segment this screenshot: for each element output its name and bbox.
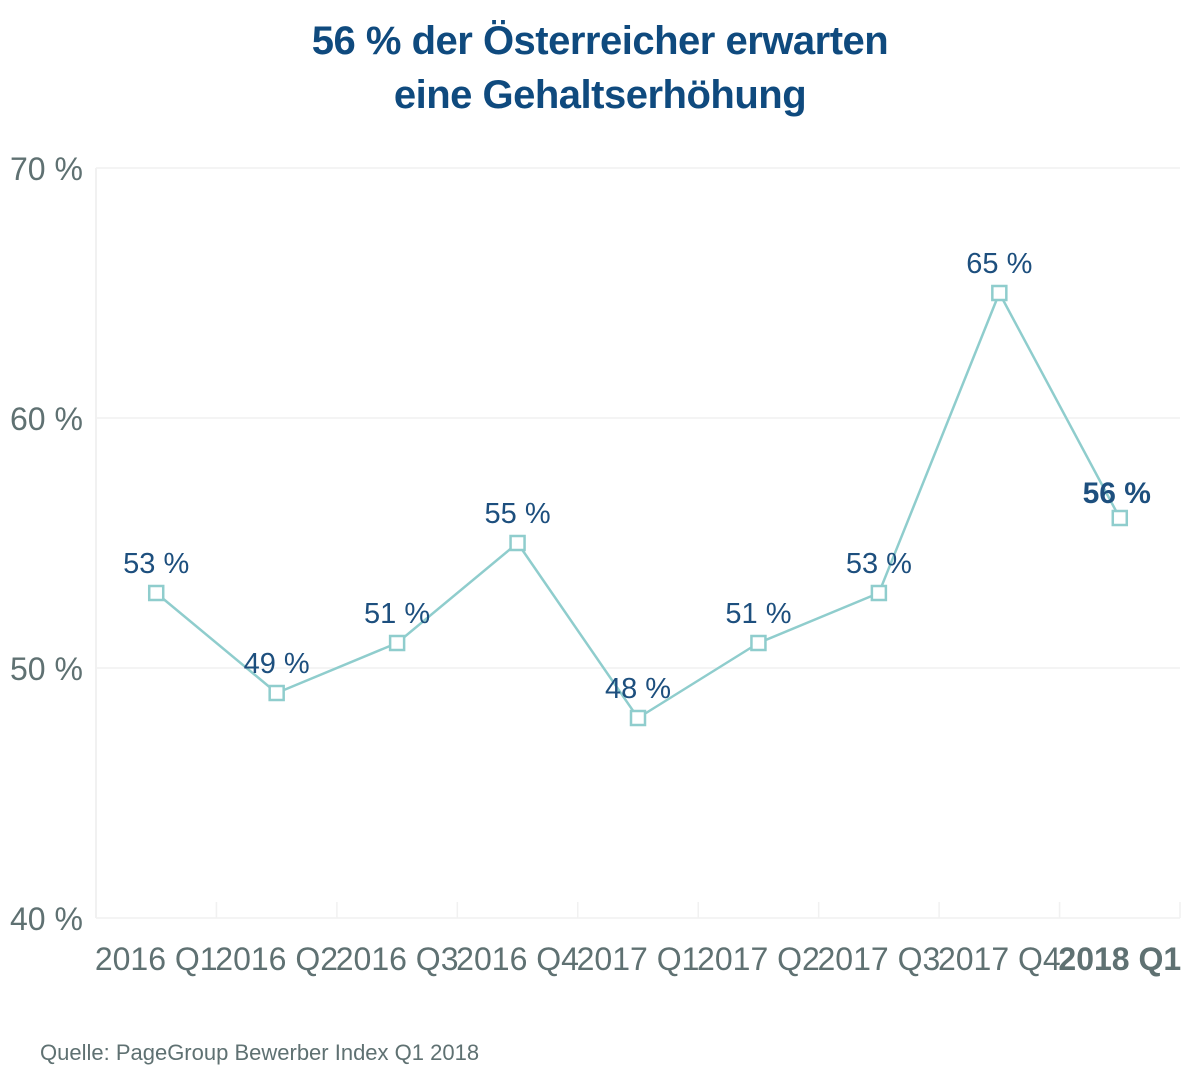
source-note: Quelle: PageGroup Bewerber Index Q1 2018 bbox=[40, 1040, 480, 1065]
data-label: 65 % bbox=[966, 248, 1032, 280]
x-tick-label: 2018 Q1 bbox=[1058, 941, 1181, 977]
x-tick-label: 2017 Q1 bbox=[577, 941, 700, 977]
chart-title: 56 % der Österreicher erwarten eine Geha… bbox=[0, 14, 1200, 122]
y-tick-label: 70 % bbox=[10, 151, 83, 187]
x-tick-label: 2016 Q1 bbox=[95, 941, 218, 977]
data-point-marker bbox=[1111, 509, 1129, 527]
data-point-marker bbox=[268, 684, 285, 702]
data-label: 51 % bbox=[725, 598, 791, 630]
x-tick-label: 2016 Q4 bbox=[456, 941, 579, 977]
data-point-marker bbox=[509, 534, 526, 552]
x-tick-label: 2017 Q3 bbox=[818, 941, 941, 977]
data-point-marker bbox=[750, 634, 767, 652]
x-tick-label: 2017 Q2 bbox=[697, 941, 820, 977]
data-point-marker bbox=[388, 634, 406, 652]
x-tick-label: 2016 Q3 bbox=[336, 941, 459, 977]
data-point-marker bbox=[870, 584, 888, 602]
data-label: 51 % bbox=[364, 598, 430, 630]
chart-title-line-1: 56 % der Österreicher erwarten bbox=[311, 19, 889, 63]
data-label: 49 % bbox=[244, 648, 310, 680]
data-label: 53 % bbox=[846, 548, 912, 580]
x-tick-label: 2016 Q2 bbox=[215, 941, 338, 977]
data-label: 53 % bbox=[123, 548, 189, 580]
data-point-marker bbox=[991, 284, 1008, 302]
data-point-marker bbox=[147, 584, 165, 602]
x-tick-label: 2017 Q4 bbox=[938, 941, 1061, 977]
data-label: 56 % bbox=[1083, 477, 1151, 510]
chart-title-line-2: eine Gehaltserhöhung bbox=[393, 73, 807, 117]
data-point-marker bbox=[629, 709, 647, 727]
data-label: 48 % bbox=[605, 673, 671, 705]
y-tick-label: 50 % bbox=[10, 651, 83, 687]
y-tick-label: 40 % bbox=[10, 901, 83, 937]
y-tick-label: 60 % bbox=[10, 401, 83, 437]
data-label: 55 % bbox=[485, 498, 551, 530]
